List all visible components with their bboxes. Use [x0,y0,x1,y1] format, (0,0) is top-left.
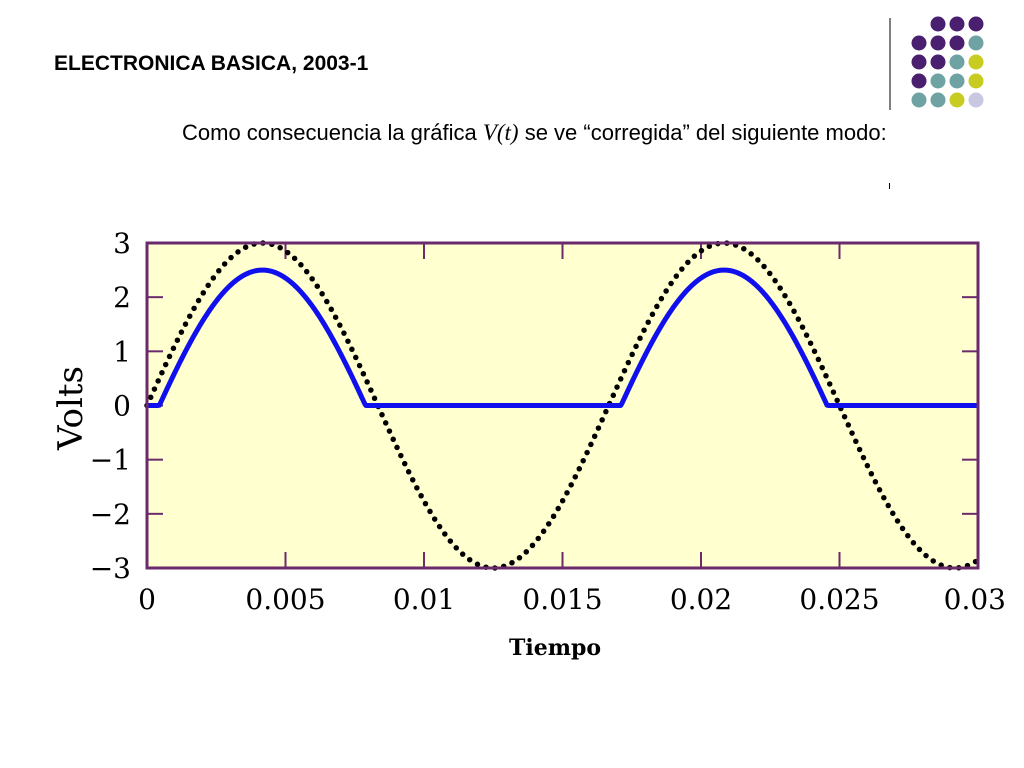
decor-vertical-line [889,18,891,110]
x-tick-label: 0.025 [799,583,879,616]
slide-body-text: Como consecuencia la gráfica V(t) se ve … [182,117,902,149]
y-axis-label: Volts [51,366,91,451]
decor-dot [949,92,965,108]
decor-dot [930,54,946,70]
decor-dot [968,54,984,70]
x-tick-label: 0 [138,583,156,616]
x-tick-label: 0.01 [393,583,455,616]
decor-dot [911,92,927,108]
y-tick-label: −2 [90,498,131,531]
decor-dot [949,16,965,32]
y-tick-label: 3 [113,227,131,260]
decor-dot [968,16,984,32]
plot-frame [145,241,980,570]
series-input-sine-dotted [144,240,981,571]
y-tick-label: 2 [113,281,131,314]
y-tick-label: −1 [90,444,131,477]
series-rectified-output [145,267,980,408]
decor-dot [911,35,927,51]
body-text-before: Como consecuencia la gráfica [182,120,483,145]
x-tick-label: 0.02 [670,583,732,616]
y-tick-label: −3 [90,552,131,585]
decor-dot [949,73,965,89]
decor-dot [949,35,965,51]
body-text-after: se ve “corregida” del siguiente modo: [518,120,887,145]
decor-small-mark [889,183,890,189]
decor-dot [930,35,946,51]
y-tick-label: 1 [113,335,131,368]
series-layer [144,240,981,571]
x-axis-label: Tiempo [509,635,601,661]
decor-dot [968,35,984,51]
decor-dot [911,54,927,70]
x-tick-label: 0.015 [522,583,602,616]
decor-dot [968,73,984,89]
x-tick-label: 0.03 [944,583,1006,616]
decor-dot [930,73,946,89]
body-math-vt: V(t) [482,120,519,145]
decor-dot [949,54,965,70]
decor-dot [930,16,946,32]
decor-dot [968,92,984,108]
x-tick-label: 0.005 [245,583,325,616]
decor-dot [930,92,946,108]
y-tick-label: 0 [113,390,131,423]
decor-dot [911,73,927,89]
decor-dot-grid [911,16,984,108]
slide-title: ELECTRONICA BASICA, 2003-1 [54,52,369,75]
